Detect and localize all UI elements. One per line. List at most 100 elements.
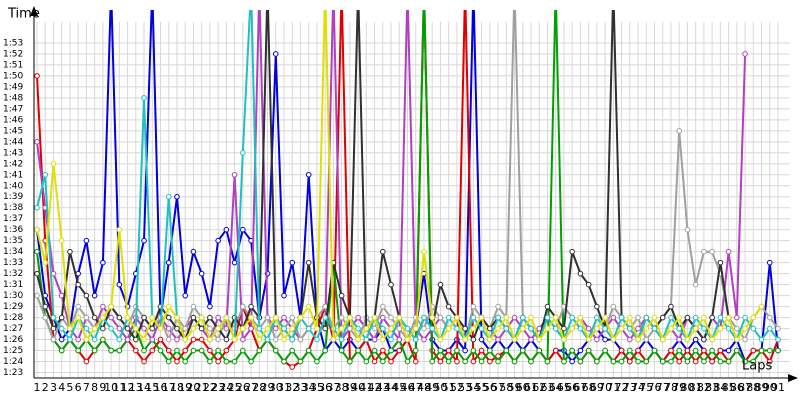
data-point [701, 248, 707, 255]
y-tick-label: 1:39 [3, 192, 23, 202]
data-point [388, 336, 394, 343]
y-tick-label: 1:29 [3, 302, 23, 312]
data-point [692, 314, 699, 321]
y-tick-label: 1:26 [3, 335, 23, 345]
data-point [495, 336, 501, 343]
data-point [207, 303, 213, 310]
data-point [643, 336, 650, 343]
x-tick-label: 31 [277, 381, 291, 394]
data-point [174, 314, 180, 321]
data-point [429, 358, 436, 365]
x-tick-label: 38 [335, 381, 349, 394]
data-point [725, 358, 732, 365]
x-tick-label: 75 [639, 381, 653, 394]
data-point [511, 358, 518, 365]
x-tick-label: 54 [466, 381, 480, 394]
x-tick-label: 28 [252, 381, 266, 394]
data-point [281, 336, 287, 343]
data-point [758, 336, 765, 343]
x-tick-label: 12 [121, 381, 135, 394]
data-point [165, 303, 172, 310]
data-point [190, 314, 197, 321]
data-point [289, 364, 296, 370]
y-tick-label: 1:36 [3, 225, 23, 235]
data-point [717, 259, 724, 266]
data-point [610, 303, 617, 310]
data-point [676, 325, 683, 332]
data-point [717, 325, 724, 332]
data-point [684, 336, 691, 343]
data-point [561, 336, 567, 343]
x-tick-label: 2 [42, 381, 49, 394]
data-point [701, 358, 707, 365]
data-point [297, 358, 304, 365]
data-point [165, 314, 172, 321]
data-point [289, 259, 296, 266]
data-point [412, 347, 419, 354]
data-point [157, 325, 164, 332]
data-point [437, 314, 444, 321]
data-point [594, 336, 600, 343]
data-point [190, 303, 197, 310]
data-point [701, 336, 707, 343]
y-tick-label: 1:33 [3, 258, 23, 268]
data-point [124, 314, 131, 321]
x-tick-label: 51 [442, 381, 456, 394]
data-point [445, 358, 452, 365]
y-tick-label: 1:38 [3, 203, 23, 213]
data-point [380, 358, 386, 365]
data-point [594, 358, 600, 365]
x-tick-label: 23 [211, 381, 225, 394]
data-point [775, 347, 781, 354]
data-point [569, 358, 575, 365]
data-point [58, 237, 65, 244]
data-point [725, 325, 732, 332]
data-point [100, 303, 106, 310]
data-point [67, 248, 73, 255]
data-point [363, 358, 370, 365]
data-point [34, 139, 40, 145]
data-point [758, 347, 765, 354]
data-point [58, 336, 65, 343]
y-tick-label: 1:47 [3, 104, 23, 114]
data-point [676, 358, 683, 365]
data-point [371, 358, 378, 365]
data-point [478, 358, 485, 365]
data-point [124, 336, 131, 343]
x-tick-label: 4 [58, 381, 65, 394]
x-tick-label: 76 [648, 381, 662, 394]
data-point [462, 358, 468, 365]
data-point [528, 358, 534, 365]
data-point [503, 325, 510, 332]
data-point [83, 292, 90, 299]
data-point [116, 226, 123, 233]
x-tick-label: 87 [738, 381, 752, 394]
data-point [643, 325, 650, 332]
data-point [445, 325, 452, 332]
data-point [215, 314, 221, 321]
x-tick-label: 33 [293, 381, 307, 394]
data-point [174, 193, 180, 200]
x-tick-label: 68 [582, 381, 596, 394]
data-point [100, 314, 106, 321]
data-point [289, 336, 296, 343]
data-point [58, 347, 65, 354]
data-point [50, 314, 57, 321]
data-point [668, 303, 674, 310]
x-axis-arrow [788, 374, 798, 382]
data-point [659, 358, 666, 365]
data-point [610, 314, 617, 321]
data-point [635, 314, 641, 321]
data-point [404, 325, 411, 332]
data-point [198, 336, 205, 343]
data-point [215, 325, 221, 332]
data-point [758, 303, 765, 310]
data-point [380, 336, 386, 343]
data-point [627, 358, 633, 365]
data-point [569, 248, 575, 255]
x-tick-label: 27 [244, 381, 258, 394]
data-point [396, 314, 403, 321]
data-point [272, 325, 279, 332]
data-point [651, 347, 658, 354]
data-point [676, 314, 683, 321]
